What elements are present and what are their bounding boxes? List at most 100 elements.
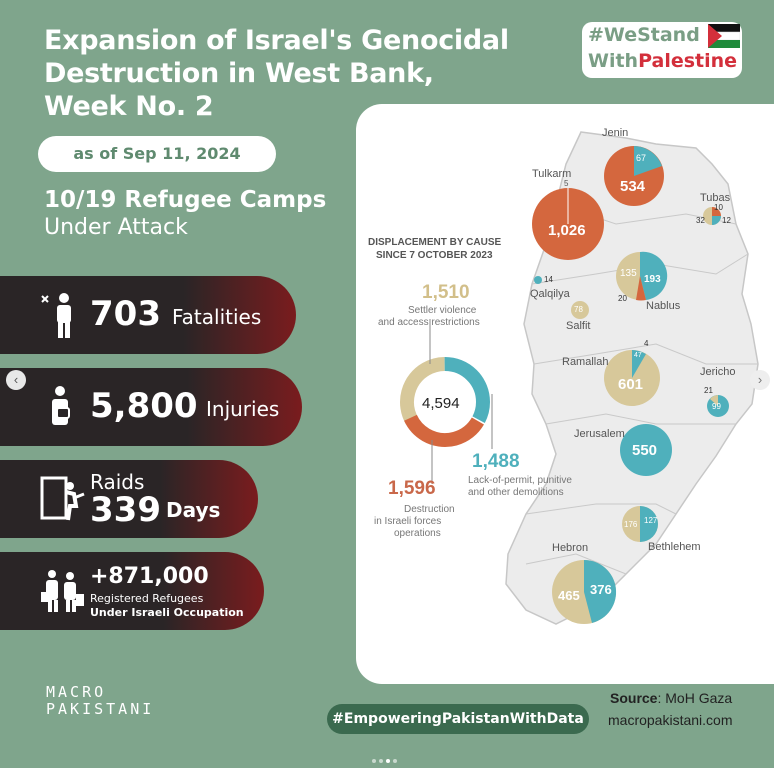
injuries-value: 5,800 [90,386,198,426]
site-url: macropakistani.com [608,712,733,728]
page-title: Expansion of Israel's Genocidal Destruct… [44,24,564,123]
pie-jericho [707,395,729,417]
hebron-val-1: 465 [558,588,580,603]
westand-badge: #WeStand WithPalestine [582,22,742,78]
camps-status: Under Attack [44,215,188,240]
cause-destruction-label-1: Destruction [404,504,455,515]
ramallah-val-3: 601 [618,376,644,393]
refugees-card: +871,000 Registered Refugees Under Israe… [0,552,264,630]
refugees-family-icon [41,570,84,612]
hashtag-pill: #EmpoweringPakistanWithData [327,704,589,734]
carousel-dot-3[interactable] [386,759,390,763]
badge-line-1: #WeStand [588,24,700,46]
cause-destruction-label-2: in Israeli forces [374,516,442,527]
cause-demolition-label-2: and other demolitions [468,487,564,498]
title-line-2: Destruction in West Bank, [44,58,434,89]
cause-settler-label-1: Settler violence [408,305,477,316]
region-salfit: Salfit [566,320,591,332]
injuries-card: 5,800 Injuries [0,368,302,446]
bethlehem-val-2: 127 [644,516,658,525]
carousel-dot-2[interactable] [379,759,383,763]
source: Source: MoH Gaza [610,690,732,706]
region-bethlehem: Bethlehem [648,541,701,553]
fatalities-card: 703 Fatalities [0,276,296,354]
tubas-val-2: 32 [696,216,705,225]
carousel-dot-4[interactable] [393,759,397,763]
refugees-label-1: Registered Refugees [90,592,204,605]
carousel-dots [372,750,400,768]
tulkarm-val-2: 1,026 [548,222,586,239]
bethlehem-val-1: 176 [624,520,638,529]
region-hebron: Hebron [552,542,589,554]
raids-label: Raids [90,470,145,494]
cause-demolition-value: 1,488 [472,451,520,472]
pie-jenin [604,146,664,206]
nablus-val-3: 20 [618,294,627,303]
jericho-val-1: 21 [704,386,713,395]
raids-value: 339 [90,490,161,530]
region-ramallah: Ramallah [562,356,609,368]
donut-title-2: SINCE 7 OCTOBER 2023 [376,250,493,261]
carousel-next-button[interactable]: › [750,370,770,390]
palestine-flag-icon [708,24,740,48]
refugees-value: +871,000 [90,564,209,589]
region-jericho: Jericho [700,366,736,378]
pie-tubas [703,207,721,225]
donut-total: 4,594 [422,395,460,412]
cause-demolition-label-1: Lack-of-permit, punitive [468,475,572,486]
qalqilya-val: 14 [544,275,553,284]
title-line-3: Week No. 2 [44,91,214,122]
title-line-1: Expansion of Israel's Genocidal [44,25,509,56]
region-tubas: Tubas [700,192,731,204]
pie-tulkarm [532,188,604,260]
raids-unit: Days [166,498,221,522]
ramallah-val-1: 4 [644,339,649,348]
ramallah-val-2: 47 [634,352,642,359]
pie-ramallah [604,350,660,406]
badge-line-2: WithPalestine [588,50,738,72]
cause-settler-value: 1,510 [422,282,470,303]
logo-line-1: MACRO [46,683,107,701]
injured-person-icon [52,386,70,425]
tulkarm-val-1: 5 [564,179,569,188]
hebron-val-2: 376 [590,582,612,597]
fatalities-value: 703 [90,294,161,334]
region-nablus: Nablus [646,300,681,312]
pie-salfit [571,301,589,319]
refugee-camps-heading: 10/19 Refugee Camps Under Attack [44,186,326,242]
macropakistani-logo: MACRO PAKISTANI [46,684,154,718]
pie-bethlehem [622,506,658,542]
nablus-val-2: 193 [644,274,661,285]
source-value: : MoH Gaza [657,690,733,706]
cause-settler-label-2: and access restrictions [378,317,480,328]
region-jenin: Jenin [602,127,629,139]
region-tulkarm: Tulkarm [532,168,572,180]
tubas-val-3: 12 [722,216,731,225]
displacement-donut [400,357,491,447]
logo-line-2: PAKISTANI [46,700,155,718]
raids-card: Raids 339 Days [0,460,258,538]
region-qalqilya: Qalqilya [530,288,570,300]
donut-title-1: DISPLACEMENT BY CAUSE [368,237,502,248]
date-pill: as of Sep 11, 2024 [38,136,276,172]
refugees-label-2: Under Israeli Occupation [90,606,244,619]
person-fatality-icon [41,293,71,338]
fatalities-label: Fatalities [172,305,262,329]
camps-count: 10/19 Refugee Camps [44,187,327,213]
source-label: Source [610,690,658,706]
salfit-val: 78 [574,305,583,314]
raid-door-icon [40,476,85,521]
pie-jerusalem [620,424,672,476]
injuries-label: Injuries [206,397,280,421]
pie-hebron [552,559,617,624]
map-card: DISPLACEMENT BY CAUSE SINCE 7 OCTOBER 20… [356,104,774,684]
jenin-val-1: 67 [636,153,647,163]
west-bank-map [400,131,759,625]
carousel-prev-button[interactable]: ‹ [6,370,26,390]
carousel-dot-1[interactable] [372,759,376,763]
tubas-val-1: 10 [714,203,723,212]
region-jerusalem: Jerusalem [574,428,625,440]
pie-qalqilya [534,276,542,284]
jenin-val-2: 534 [620,178,646,195]
cause-destruction-label-3: operations [394,528,441,539]
